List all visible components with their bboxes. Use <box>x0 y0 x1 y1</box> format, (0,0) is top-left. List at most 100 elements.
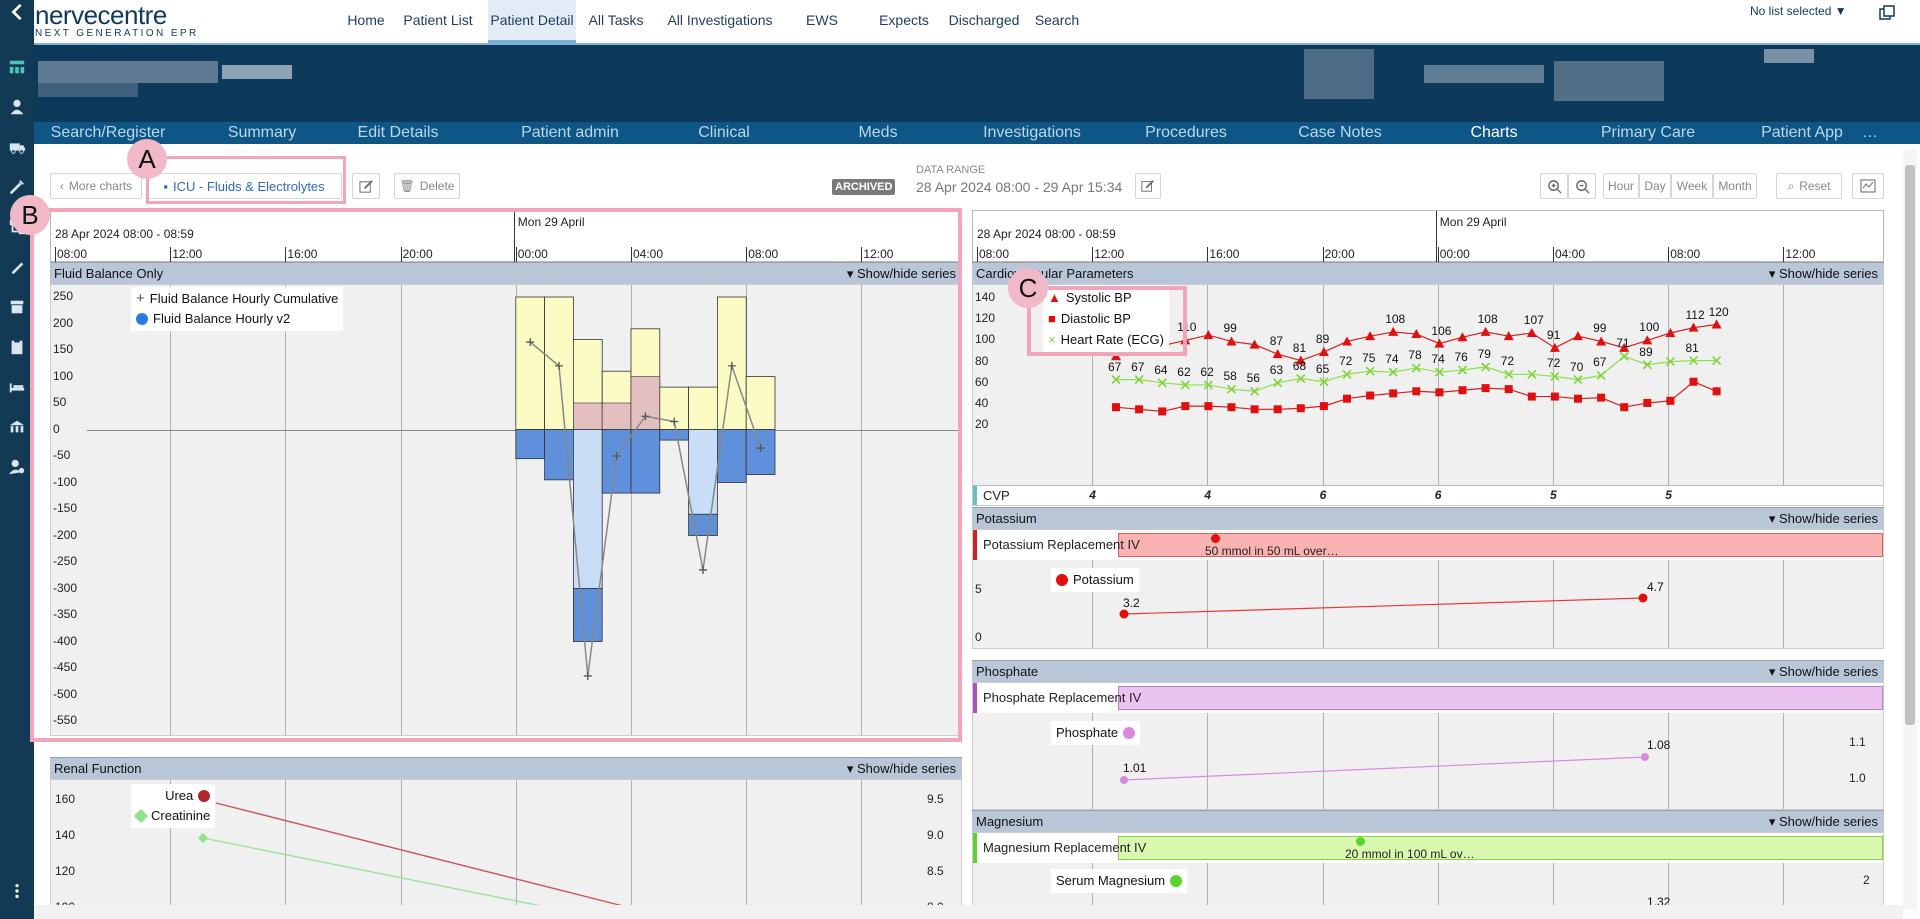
tab-procedures[interactable]: Procedures <box>1145 124 1227 141</box>
legend-item[interactable]: Serum Magnesium <box>1056 871 1183 891</box>
cumulative-point <box>641 412 650 421</box>
annotation-a: A <box>127 139 167 179</box>
systolic-value-label: 91 <box>1546 327 1561 342</box>
tab-investigations[interactable]: Investigations <box>983 124 1081 141</box>
diastolic-point <box>1597 393 1606 402</box>
tab-more[interactable]: … <box>1862 124 1878 141</box>
diastolic-point <box>1504 385 1513 394</box>
sitemap-icon[interactable] <box>0 54 34 80</box>
edit-range-icon[interactable] <box>1135 173 1161 199</box>
more-charts-button[interactable]: ‹ More charts <box>50 173 142 199</box>
heart-rate-point <box>1111 375 1121 385</box>
nav-expects[interactable]: Expects <box>879 12 929 28</box>
day-button[interactable]: Day <box>1639 173 1671 199</box>
heart-rate-point <box>1342 369 1352 379</box>
heart-rate-point <box>1504 369 1514 379</box>
delete-button[interactable]: 🗑 Delete <box>394 173 460 199</box>
phosphate-point <box>1120 776 1128 784</box>
nav-all-tasks[interactable]: All Tasks <box>588 12 644 28</box>
tab-search-register[interactable]: Search/Register <box>50 124 166 141</box>
popout-icon[interactable] <box>1878 4 1896 22</box>
hour-button[interactable]: Hour <box>1603 173 1639 199</box>
collapse-arrow-icon[interactable] <box>0 2 34 22</box>
legend-item[interactable]: Phosphate <box>1056 723 1136 743</box>
nav-all-investigations[interactable]: All Investigations <box>667 12 773 28</box>
legend-item[interactable]: Potassium <box>1056 570 1134 590</box>
legend-item[interactable]: Urea <box>136 786 211 806</box>
clipboard-icon[interactable] <box>0 334 34 360</box>
user-settings-icon[interactable] <box>0 454 34 480</box>
systolic-point <box>1573 331 1583 341</box>
building-icon[interactable] <box>0 414 34 440</box>
legend-item[interactable]: Fluid Balance Hourly v2 <box>136 309 338 329</box>
fluid-show-hide[interactable]: ▾ Show/hide series <box>846 266 956 281</box>
legend-item[interactable]: ■ Diastolic BP <box>1048 308 1164 329</box>
patient-icon[interactable] <box>0 94 34 120</box>
diastolic-point <box>1435 388 1444 397</box>
y-tick-label-right: 8.5 <box>927 864 944 878</box>
renal-panel-title: Renal Function <box>54 761 142 776</box>
syringe-icon[interactable] <box>0 174 34 200</box>
time-tick <box>1322 247 1324 263</box>
chart-view-icon[interactable] <box>1852 173 1884 199</box>
chart-name-button[interactable]: ▪ ICU - Fluids & Electrolytes <box>146 173 342 199</box>
nav-search[interactable]: Search <box>1034 12 1080 28</box>
month-button[interactable]: Month <box>1713 173 1757 199</box>
vertical-scrollbar-thumb[interactable] <box>1905 165 1915 725</box>
nav-patient-detail[interactable]: Patient Detail <box>488 0 576 43</box>
magnesium-infusion-bar[interactable] <box>1118 836 1883 860</box>
horizontal-scrollbar[interactable] <box>34 905 1903 919</box>
fluid-positive-bar <box>688 386 718 430</box>
app-logo: nervecentre NEXT GENERATION EPR <box>35 2 199 40</box>
tab-edit-details[interactable]: Edit Details <box>357 124 439 141</box>
potassium-show-hide[interactable]: ▾ Show/hide series <box>1768 511 1878 526</box>
ambulance-icon[interactable] <box>0 134 34 160</box>
reset-button[interactable]: ⌕ Reset <box>1776 173 1842 199</box>
y-tick-label: -450 <box>53 660 78 674</box>
phosphate-show-hide[interactable]: ▾ Show/hide series <box>1768 664 1878 679</box>
legend-item[interactable]: × Heart Rate (ECG) <box>1048 329 1164 350</box>
annotation-c: C <box>1008 268 1048 308</box>
nav-home[interactable]: Home <box>347 12 385 28</box>
renal-show-hide[interactable]: ▾ Show/hide series <box>846 761 956 776</box>
systolic-point <box>1342 336 1352 346</box>
grid-line <box>746 780 748 909</box>
heart-rate-point <box>1180 380 1190 390</box>
grid-line <box>1783 833 1785 909</box>
systolic-point <box>1318 347 1329 357</box>
nav-discharged[interactable]: Discharged <box>948 12 1020 28</box>
tab-primary-care[interactable]: Primary Care <box>1600 124 1696 141</box>
magnesium-show-hide[interactable]: ▾ Show/hide series <box>1768 814 1878 829</box>
cardio-show-hide[interactable]: ▾ Show/hide series <box>1768 266 1878 281</box>
tab-summary[interactable]: Summary <box>227 124 297 141</box>
pen-icon[interactable] <box>0 254 34 280</box>
zoom-in-icon[interactable] <box>1540 173 1568 199</box>
tab-charts[interactable]: Charts <box>1470 124 1518 141</box>
tab-clinical[interactable]: Clinical <box>698 124 750 141</box>
legend-item[interactable]: + Fluid Balance Hourly Cumulative <box>136 289 338 309</box>
tab-patient-admin[interactable]: Patient admin <box>521 124 619 141</box>
week-button[interactable]: Week <box>1671 173 1713 199</box>
edit-chart-icon[interactable] <box>352 173 380 199</box>
tab-case-notes[interactable]: Case Notes <box>1298 124 1382 141</box>
legend-item[interactable]: Creatinine <box>133 806 210 826</box>
systolic-point <box>1434 338 1445 348</box>
phosphate-infusion-bar[interactable] <box>1118 686 1883 710</box>
tab-meds[interactable]: Meds <box>858 124 898 141</box>
nav-patient-list[interactable]: Patient List <box>403 12 473 28</box>
diastolic-point <box>1181 402 1190 411</box>
tab-patient-app[interactable]: Patient App <box>1761 124 1843 141</box>
list-selector[interactable]: No list selected ▼ <box>1750 4 1847 18</box>
day-divider <box>513 211 515 263</box>
bed-icon[interactable] <box>0 374 34 400</box>
more-vertical-icon[interactable] <box>0 878 34 904</box>
nav-ews-charts[interactable]: EWS Charts <box>801 12 842 69</box>
archive-icon[interactable] <box>0 294 34 320</box>
renal-panel-header: Renal Function ▾ Show/hide series <box>50 757 962 779</box>
time-tick-label: 08:00 <box>748 247 779 261</box>
grid-line <box>1553 530 1554 648</box>
heart-rate-point <box>1573 375 1583 385</box>
legend-item[interactable]: ▲ Systolic BP <box>1048 287 1164 308</box>
potassium-infusion-bar[interactable] <box>1118 533 1883 557</box>
zoom-out-icon[interactable] <box>1568 173 1596 199</box>
